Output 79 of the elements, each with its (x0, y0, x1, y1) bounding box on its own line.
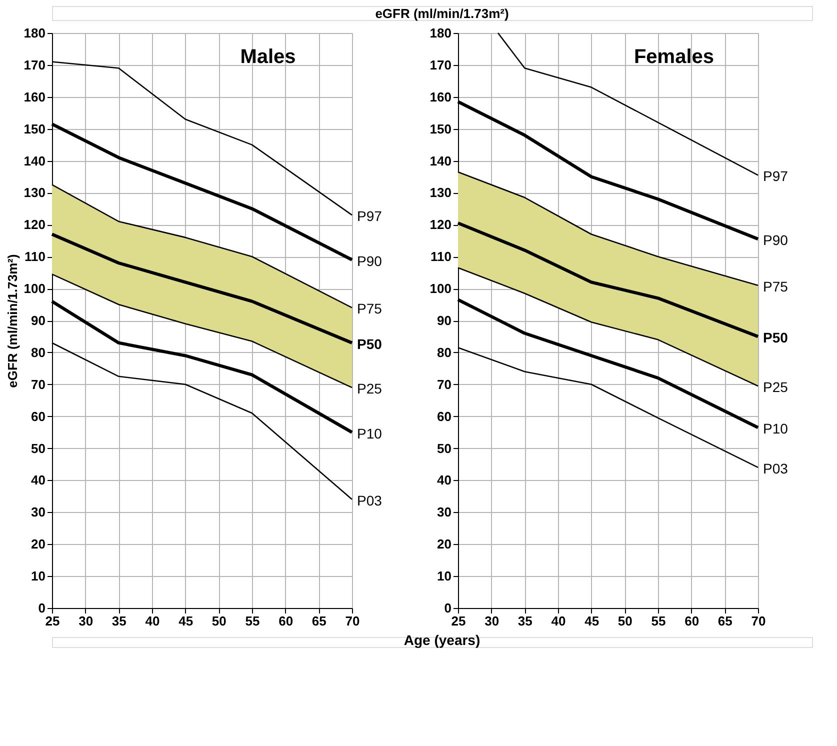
line-series (497, 32, 759, 176)
y-tick-label: 0 (38, 600, 46, 616)
x-tick-label: 25 (451, 614, 466, 628)
y-tick-label: 170 (430, 57, 452, 72)
y-tick-label: 10 (437, 568, 452, 584)
x-tick-label: 50 (618, 614, 632, 628)
y-tick-label: 70 (31, 376, 46, 392)
y-tick-label: 180 (24, 26, 46, 40)
text: Females (634, 46, 714, 68)
x-tick-label: 70 (345, 614, 360, 628)
x-tick-label: 45 (178, 614, 194, 628)
y-tick-label: 120 (24, 217, 46, 232)
x-tick-label: 55 (245, 614, 260, 628)
y-tick-label: 120 (430, 217, 452, 232)
series-label: P03 (763, 460, 788, 476)
y-tick-label: 90 (437, 313, 452, 328)
x-tick-label: 65 (718, 614, 732, 628)
series-label: P50 (763, 329, 788, 346)
x-tick-label: 25 (45, 614, 60, 628)
x-axis-title: Age (years) (404, 632, 480, 648)
y-tick-label: 130 (430, 185, 452, 200)
y-tick-label: 130 (24, 185, 46, 200)
series-label: P97 (357, 208, 382, 224)
y-tick-label: 40 (437, 472, 452, 488)
series-label: P75 (357, 300, 382, 317)
series-label: P50 (357, 336, 382, 352)
series-label: P25 (763, 378, 788, 395)
x-tick-label: 45 (584, 614, 600, 628)
y-tick-label: 30 (437, 504, 452, 520)
y-tick-label: 70 (437, 376, 452, 392)
x-tick-label: 30 (484, 614, 500, 628)
text: Males (240, 46, 296, 68)
y-tick-label: 110 (430, 249, 452, 264)
x-tick-label: 40 (551, 614, 566, 628)
y-tick-label: 170 (24, 57, 46, 72)
y-tick-label: 140 (430, 153, 452, 168)
y-tick-label: 0 (444, 600, 452, 616)
x-tick-label: 30 (78, 614, 94, 628)
series-label: P03 (357, 492, 382, 508)
y-tick-label: 100 (24, 281, 46, 296)
y-tick-label: 150 (430, 121, 452, 136)
series-label: P10 (357, 425, 382, 442)
y-tick-label: 150 (24, 121, 46, 136)
y-tick-label: 110 (24, 249, 46, 264)
y-tick-label: 40 (31, 472, 46, 488)
y-tick-label: 60 (437, 408, 452, 424)
x-tick-label: 60 (278, 614, 294, 628)
y-tick-label: 50 (31, 440, 46, 456)
series-label: P97 (763, 168, 788, 184)
y-tick-label: 10 (31, 568, 46, 584)
x-tick-label: 50 (212, 614, 226, 628)
series-label: P75 (763, 278, 788, 294)
y-tick-label: 20 (437, 536, 452, 552)
series-label: P25 (357, 380, 382, 397)
series-label: P10 (763, 420, 788, 437)
y-tick-label: 80 (31, 344, 46, 360)
line-series (50, 232, 354, 344)
x-tick-label: 40 (145, 614, 160, 628)
y-tick-label: 30 (31, 504, 46, 520)
text: eGFR (ml/min/1.73m²) (375, 6, 509, 21)
x-tick-label: 70 (751, 614, 766, 628)
y-tick-label: 160 (430, 89, 452, 104)
series-label: P90 (357, 252, 382, 269)
y-tick-label: 80 (437, 344, 452, 360)
y-tick-label: 20 (31, 536, 46, 552)
x-tick-label: 55 (651, 614, 666, 628)
y-tick-label: 60 (31, 408, 46, 424)
y-tick-label: 50 (437, 440, 452, 456)
x-tick-label: 35 (112, 614, 126, 628)
x-tick-label: 65 (312, 614, 326, 628)
series-label: P90 (763, 232, 788, 248)
y-tick-label: 100 (430, 281, 452, 296)
y-tick-label: 140 (24, 153, 46, 168)
x-tick-label: 60 (684, 614, 700, 628)
x-tick-label: 35 (518, 614, 532, 628)
y-axis-title: eGFR (ml/min/1.73m²) (4, 254, 20, 388)
y-tick-label: 160 (24, 89, 46, 104)
y-tick-label: 90 (31, 313, 46, 328)
y-tick-label: 180 (430, 26, 452, 40)
